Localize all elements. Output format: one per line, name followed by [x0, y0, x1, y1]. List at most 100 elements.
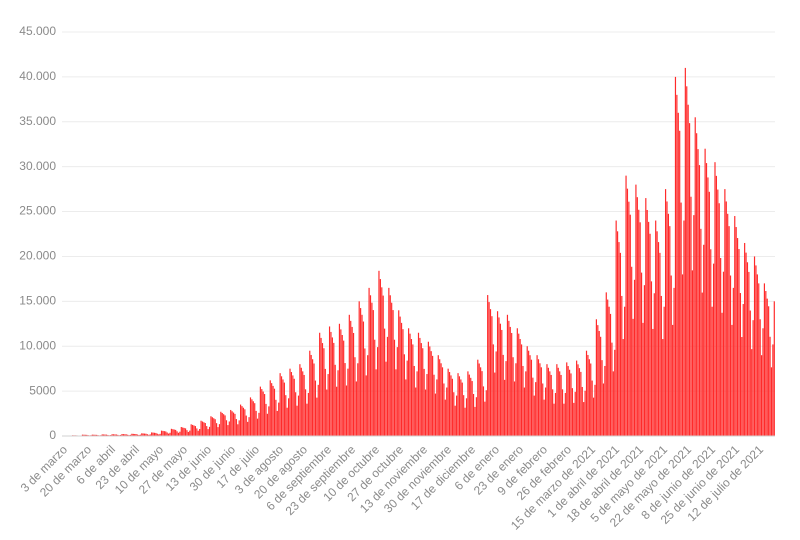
bar — [166, 432, 168, 436]
bar — [278, 402, 280, 436]
bar — [485, 390, 487, 436]
bar — [495, 351, 497, 436]
bar — [91, 434, 93, 436]
bar — [482, 386, 485, 436]
bar — [144, 433, 146, 436]
bar — [544, 387, 547, 436]
bar — [766, 298, 768, 436]
bar — [734, 216, 736, 436]
bar — [433, 374, 435, 436]
bar — [746, 262, 749, 436]
bar — [499, 323, 501, 436]
bar — [354, 357, 356, 436]
bar — [745, 252, 747, 436]
bar — [464, 407, 466, 436]
bar — [557, 367, 559, 436]
bar — [316, 397, 318, 436]
bar — [768, 306, 770, 436]
bar — [197, 430, 199, 436]
bar — [721, 312, 723, 436]
bar — [738, 249, 740, 436]
bar — [227, 425, 229, 436]
bar — [701, 292, 703, 436]
bar — [732, 287, 734, 436]
bar — [698, 165, 701, 436]
bar — [86, 434, 88, 436]
bar — [691, 270, 693, 436]
bar — [309, 350, 311, 436]
bar — [597, 325, 599, 436]
bar — [176, 431, 178, 436]
bar — [653, 293, 655, 436]
bar — [542, 383, 544, 436]
bar — [334, 364, 336, 436]
bar — [662, 339, 664, 436]
bar — [528, 350, 530, 436]
bar — [251, 399, 253, 436]
bar — [605, 292, 607, 436]
bar — [467, 371, 469, 436]
bar — [711, 306, 713, 436]
bar — [659, 252, 661, 436]
bar — [522, 365, 524, 436]
bar — [306, 403, 308, 436]
bar — [518, 333, 520, 436]
bar — [131, 433, 133, 436]
bar — [364, 348, 366, 436]
bar — [770, 367, 773, 436]
bar — [101, 434, 103, 436]
bar — [424, 389, 427, 436]
bar — [201, 421, 204, 436]
bar — [221, 412, 223, 436]
bar — [502, 354, 504, 436]
bar — [618, 242, 620, 436]
bar — [321, 343, 324, 436]
bar — [513, 381, 516, 436]
bar — [657, 242, 660, 436]
bar — [762, 328, 764, 436]
bar — [585, 350, 588, 436]
bar — [317, 384, 319, 436]
bar — [650, 281, 653, 436]
bar — [722, 271, 725, 436]
bar — [406, 360, 408, 436]
bar — [741, 337, 743, 436]
bar — [187, 431, 189, 436]
bar — [614, 349, 616, 436]
bar — [112, 434, 115, 436]
bar — [420, 343, 422, 436]
bar — [696, 133, 698, 437]
bar — [477, 359, 479, 436]
y-tick-label: 30.000 — [19, 159, 56, 173]
bar — [769, 336, 771, 436]
bar — [725, 201, 727, 436]
bar — [199, 428, 201, 436]
bar — [655, 220, 657, 436]
bar — [559, 371, 561, 436]
bar — [264, 394, 266, 436]
bar — [286, 407, 288, 436]
bar — [288, 398, 290, 436]
bar — [470, 377, 472, 436]
bar — [134, 433, 136, 436]
bar — [749, 310, 751, 436]
bar — [170, 428, 173, 436]
bar — [748, 271, 750, 436]
bar — [179, 431, 181, 436]
bar — [175, 429, 177, 436]
bar — [652, 328, 654, 436]
bar — [81, 434, 84, 436]
bar — [114, 434, 116, 436]
bar — [629, 214, 631, 436]
bar — [282, 379, 284, 436]
bar — [256, 418, 259, 436]
bar — [772, 344, 774, 436]
bar — [280, 376, 283, 436]
bar — [237, 424, 239, 436]
bar — [595, 319, 597, 436]
bar — [345, 385, 348, 436]
bar — [238, 420, 240, 436]
bar — [705, 163, 708, 436]
bar — [408, 328, 410, 436]
